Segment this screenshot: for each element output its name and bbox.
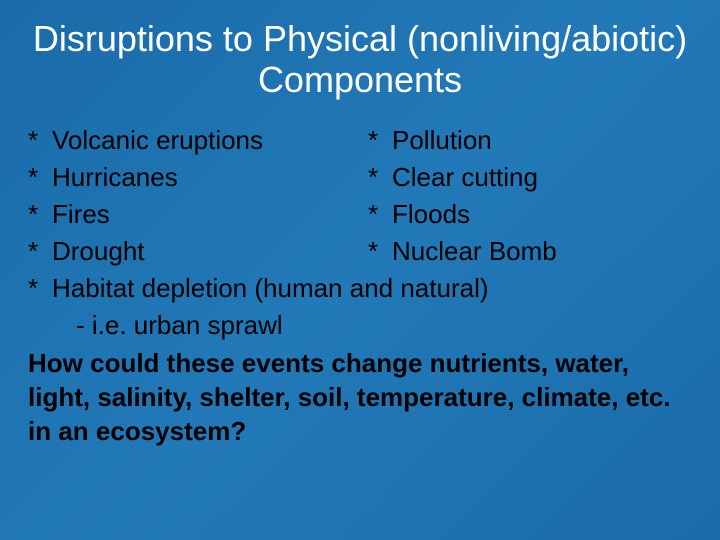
slide-container: Disruptions to Physical (nonliving/abiot… bbox=[0, 0, 720, 540]
bullet-text: Nuclear Bomb bbox=[392, 234, 692, 269]
bullet-char: * bbox=[368, 160, 392, 195]
bullet-row: * Volcanic eruptions * Pollution bbox=[28, 123, 692, 158]
bullet-char: * bbox=[28, 271, 52, 306]
bullet-char: * bbox=[28, 123, 52, 158]
question-text: How could these events change nutrients,… bbox=[28, 347, 692, 448]
bullet-char: * bbox=[28, 160, 52, 195]
bullet-char: * bbox=[28, 197, 52, 232]
bullet-row: * Drought * Nuclear Bomb bbox=[28, 234, 692, 269]
right-col: * Clear cutting bbox=[368, 160, 692, 195]
bullet-row: * Hurricanes * Clear cutting bbox=[28, 160, 692, 195]
bullet-text: Pollution bbox=[392, 123, 692, 158]
sub-item: - i.e. urban sprawl bbox=[28, 308, 692, 343]
bullet-text: Drought bbox=[52, 234, 368, 269]
bullet-char: * bbox=[368, 234, 392, 269]
bullet-char: * bbox=[368, 123, 392, 158]
right-col: * Nuclear Bomb bbox=[368, 234, 692, 269]
bullet-text: Hurricanes bbox=[52, 160, 368, 195]
bullet-text: Floods bbox=[392, 197, 692, 232]
left-col: * Drought bbox=[28, 234, 368, 269]
bullet-text: Habitat depletion (human and natural) bbox=[52, 271, 692, 306]
slide-title: Disruptions to Physical (nonliving/abiot… bbox=[28, 18, 692, 101]
bullet-text: Clear cutting bbox=[392, 160, 692, 195]
full-bullet-row: * Habitat depletion (human and natural) bbox=[28, 271, 692, 306]
left-col: * Hurricanes bbox=[28, 160, 368, 195]
left-col: * Fires bbox=[28, 197, 368, 232]
bullet-char: * bbox=[368, 197, 392, 232]
bullet-text: Fires bbox=[52, 197, 368, 232]
right-col: * Floods bbox=[368, 197, 692, 232]
slide-content: * Volcanic eruptions * Pollution * Hurri… bbox=[28, 123, 692, 449]
right-col: * Pollution bbox=[368, 123, 692, 158]
bullet-row: * Fires * Floods bbox=[28, 197, 692, 232]
bullet-char: * bbox=[28, 234, 52, 269]
left-col: * Volcanic eruptions bbox=[28, 123, 368, 158]
bullet-text: Volcanic eruptions bbox=[52, 123, 368, 158]
